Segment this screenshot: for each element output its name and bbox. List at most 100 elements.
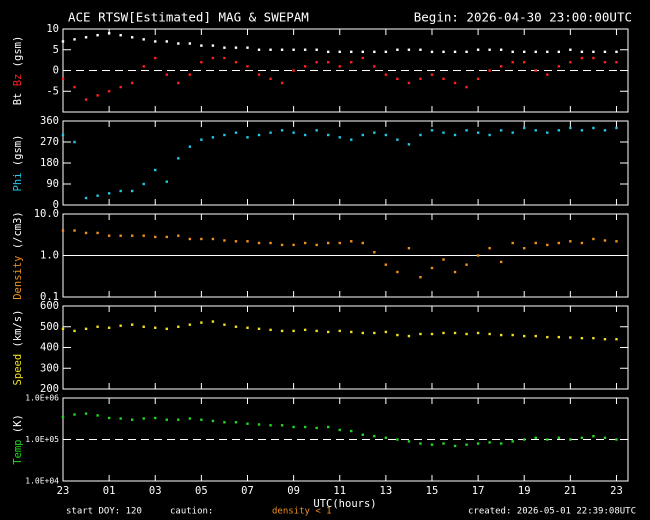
data-point bbox=[188, 42, 192, 45]
data-point bbox=[211, 320, 215, 323]
data-point bbox=[280, 424, 284, 427]
data-point bbox=[327, 241, 330, 245]
data-point bbox=[234, 421, 238, 424]
x-tick-label: 07 bbox=[241, 485, 254, 497]
data-point bbox=[84, 327, 88, 331]
data-point bbox=[257, 241, 261, 245]
data-point bbox=[373, 435, 376, 438]
data-point bbox=[338, 136, 341, 139]
data-point bbox=[499, 65, 503, 68]
data-point bbox=[142, 65, 145, 68]
data-point bbox=[327, 425, 330, 429]
data-point bbox=[84, 36, 88, 39]
data-point bbox=[511, 241, 514, 245]
data-point bbox=[350, 50, 353, 54]
chart-title: ACE RTSW[Estimated] MAG & SWEPAM bbox=[68, 10, 309, 25]
data-point bbox=[488, 332, 491, 336]
data-point bbox=[154, 168, 157, 172]
data-point bbox=[119, 85, 122, 89]
data-point bbox=[246, 326, 249, 329]
data-point bbox=[350, 61, 353, 64]
data-point bbox=[465, 50, 468, 54]
legend-entry: Temp bbox=[12, 440, 24, 465]
legend-entry: Speed bbox=[12, 354, 24, 386]
data-point bbox=[580, 50, 584, 54]
data-point bbox=[350, 240, 353, 243]
y-tick-label: 400 bbox=[40, 342, 59, 354]
data-point bbox=[200, 321, 203, 324]
data-point bbox=[165, 40, 168, 43]
data-point bbox=[119, 417, 122, 420]
data-point bbox=[177, 418, 180, 421]
data-point bbox=[361, 433, 364, 436]
data-point bbox=[557, 129, 561, 132]
data-point bbox=[338, 329, 341, 333]
y-tick-label: 1.0E+04 bbox=[25, 477, 59, 486]
y-unit: (gsm) bbox=[12, 36, 24, 68]
data-point bbox=[188, 237, 192, 241]
panel-frame bbox=[62, 120, 629, 206]
data-point bbox=[580, 129, 584, 132]
data-point bbox=[465, 129, 468, 132]
data-point bbox=[373, 331, 376, 335]
y-tick-label: 90 bbox=[46, 178, 59, 190]
caution-label: caution: bbox=[170, 507, 213, 517]
data-point bbox=[557, 241, 561, 245]
data-point bbox=[292, 329, 295, 333]
data-point bbox=[142, 38, 145, 41]
data-point bbox=[396, 333, 399, 337]
data-point bbox=[280, 48, 284, 51]
data-point bbox=[384, 133, 388, 137]
data-point bbox=[119, 34, 122, 37]
data-point bbox=[154, 40, 157, 43]
data-point bbox=[465, 443, 468, 446]
y-tick-label: 0 bbox=[53, 65, 59, 77]
data-point bbox=[384, 330, 388, 334]
data-point bbox=[200, 418, 203, 421]
data-point bbox=[453, 444, 457, 448]
data-point bbox=[315, 426, 318, 430]
data-point bbox=[361, 331, 364, 335]
data-point bbox=[373, 131, 376, 134]
data-point bbox=[211, 56, 215, 60]
data-point bbox=[269, 131, 272, 134]
data-point bbox=[223, 46, 226, 49]
data-point bbox=[384, 73, 388, 76]
data-point bbox=[523, 246, 526, 250]
data-point bbox=[61, 327, 65, 331]
data-point bbox=[592, 50, 595, 54]
data-point bbox=[373, 50, 376, 54]
data-point bbox=[165, 235, 168, 239]
data-point bbox=[292, 48, 295, 51]
data-point bbox=[603, 129, 607, 132]
data-point bbox=[476, 254, 480, 257]
data-point bbox=[223, 239, 226, 242]
begin-time: Begin: 2026-04-30 23:00:00UTC bbox=[414, 10, 632, 25]
y-axis-label: Speed (km/s) bbox=[12, 310, 24, 386]
data-point bbox=[154, 235, 157, 239]
data-point bbox=[315, 61, 318, 64]
data-point bbox=[615, 61, 618, 64]
data-point bbox=[511, 50, 514, 54]
data-point bbox=[246, 136, 249, 139]
data-point bbox=[130, 418, 134, 421]
data-point bbox=[546, 131, 549, 134]
data-point bbox=[188, 145, 192, 148]
y-tick-label: 200 bbox=[40, 383, 59, 395]
data-point bbox=[523, 126, 526, 130]
data-point bbox=[130, 81, 134, 85]
data-point bbox=[453, 133, 457, 137]
legend-entry: Density bbox=[12, 256, 24, 300]
data-point bbox=[361, 56, 364, 60]
data-point bbox=[488, 69, 491, 72]
x-axis-label: UTC(hours) bbox=[313, 498, 376, 510]
y-axis-label: Phi (gsm) bbox=[12, 135, 24, 192]
data-point bbox=[61, 133, 65, 137]
y-tick-label: 10 bbox=[46, 23, 59, 35]
data-point bbox=[84, 98, 88, 101]
data-point bbox=[396, 77, 399, 80]
data-point bbox=[534, 50, 537, 54]
data-point bbox=[603, 338, 607, 341]
data-point bbox=[442, 442, 445, 445]
data-point bbox=[407, 440, 411, 443]
